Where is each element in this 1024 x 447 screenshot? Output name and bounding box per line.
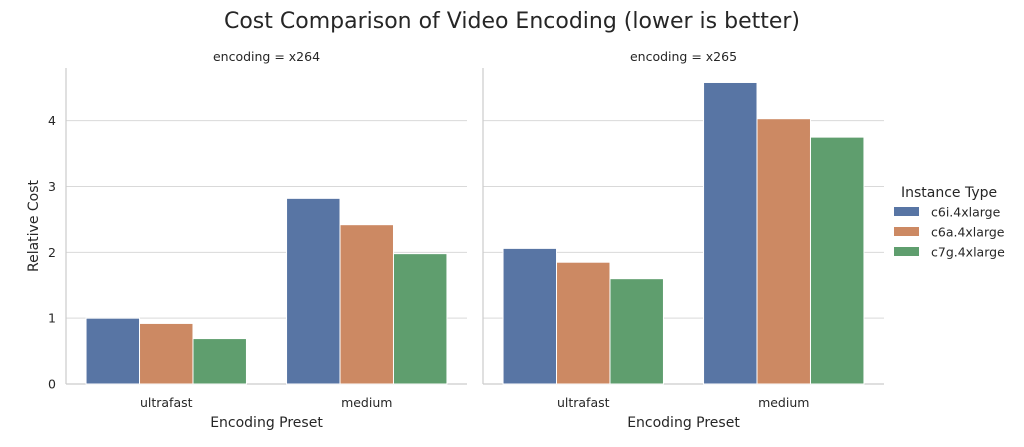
x-tick-label: ultrafast: [557, 395, 610, 410]
bar-c7g-4xlarge-medium: [392, 253, 448, 385]
bar-c6i-4xlarge-ultrafast: [85, 317, 141, 385]
legend-entry: c6a.4xlarge: [931, 225, 1005, 240]
bar-c6a-4xlarge-ultrafast: [556, 261, 611, 385]
panel-title: encoding = x264: [213, 49, 320, 64]
legend-title: Instance Type: [901, 185, 997, 201]
x-axis-label: Encoding Preset: [627, 415, 740, 431]
bar-c6a-4xlarge-medium: [339, 224, 394, 385]
y-axis-label: Relative Cost: [26, 179, 42, 272]
x-tick-label: medium: [341, 395, 392, 410]
panel-2: ultrafast medium Encoding Preset encoding =…: [482, 49, 884, 431]
y-tick-label: 2: [48, 245, 56, 260]
legend-swatch: [894, 227, 919, 236]
x-tick-label: ultrafast: [140, 395, 193, 410]
bar-c7g-4xlarge-ultrafast: [609, 278, 664, 385]
bar-c6a-4xlarge-ultrafast: [139, 322, 194, 385]
bar-c6a-4xlarge-medium: [756, 118, 811, 385]
bar-c7g-4xlarge-ultrafast: [192, 338, 247, 385]
panel-1: 0 1 2 3 4 ultrafast medium Encoding Preset encod…: [48, 49, 467, 431]
bar-c6i-4xlarge-medium: [286, 197, 341, 385]
y-tick-label: 4: [48, 113, 56, 128]
legend-entry: c7g.4xlarge: [931, 245, 1005, 260]
legend-swatch: [894, 247, 919, 256]
chart-title: Cost Comparison of Video Encoding (lower…: [224, 9, 800, 34]
x-axis-label: Encoding Preset: [210, 415, 323, 431]
bar-c7g-4xlarge-medium: [809, 136, 865, 385]
panel-title: encoding = x265: [630, 49, 737, 64]
y-tick-label: 0: [48, 377, 56, 392]
bar-c6i-4xlarge-medium: [703, 81, 758, 385]
y-tick-label: 3: [48, 179, 56, 194]
legend: Instance Type c6i.4xlarge c6a.4xlarge c7g.…: [894, 185, 1005, 260]
x-tick-label: medium: [758, 395, 809, 410]
bar-c6i-4xlarge-ultrafast: [502, 247, 558, 385]
legend-entry: c6i.4xlarge: [931, 205, 1001, 220]
y-tick-label: 1: [48, 311, 56, 326]
legend-swatch: [894, 207, 919, 216]
